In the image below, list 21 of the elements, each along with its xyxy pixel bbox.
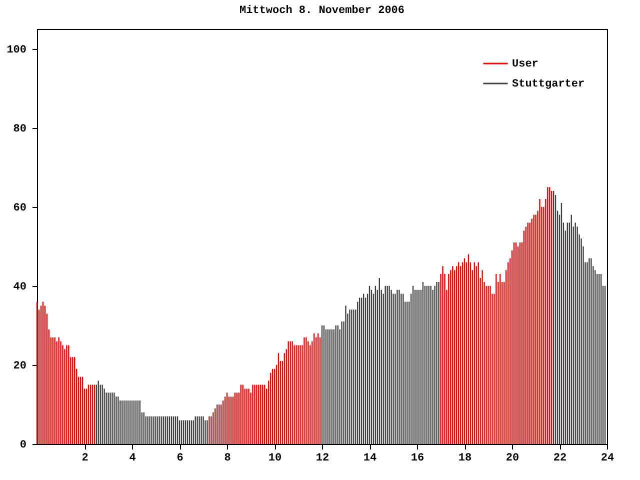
y-tick-label: 0 [20,440,26,452]
y-tick-label: 60 [13,202,26,214]
y-tick-label: 100 [6,44,26,56]
y-tick-label: 20 [13,360,26,372]
legend-label: Stuttgarter [512,78,585,90]
y-tick-label: 80 [13,123,26,136]
legend-label: User [512,58,538,70]
x-tick-label: 16 [410,452,424,464]
chart-title: Mittwoch 8. November 2006 [239,5,405,17]
x-tick-label: 12 [316,452,330,464]
x-tick-label: 10 [268,452,282,464]
x-tick-label: 20 [506,452,520,464]
x-tick-label: 8 [224,452,232,464]
x-tick-label: 4 [129,452,136,464]
x-tick-label: 24 [600,452,614,464]
x-tick-label: 2 [82,452,88,464]
x-tick-label: 18 [458,452,472,464]
x-tick-label: 14 [363,452,377,464]
y-tick-label: 40 [13,281,26,294]
x-tick-label: 6 [176,452,184,464]
x-tick-label: 22 [553,452,567,464]
